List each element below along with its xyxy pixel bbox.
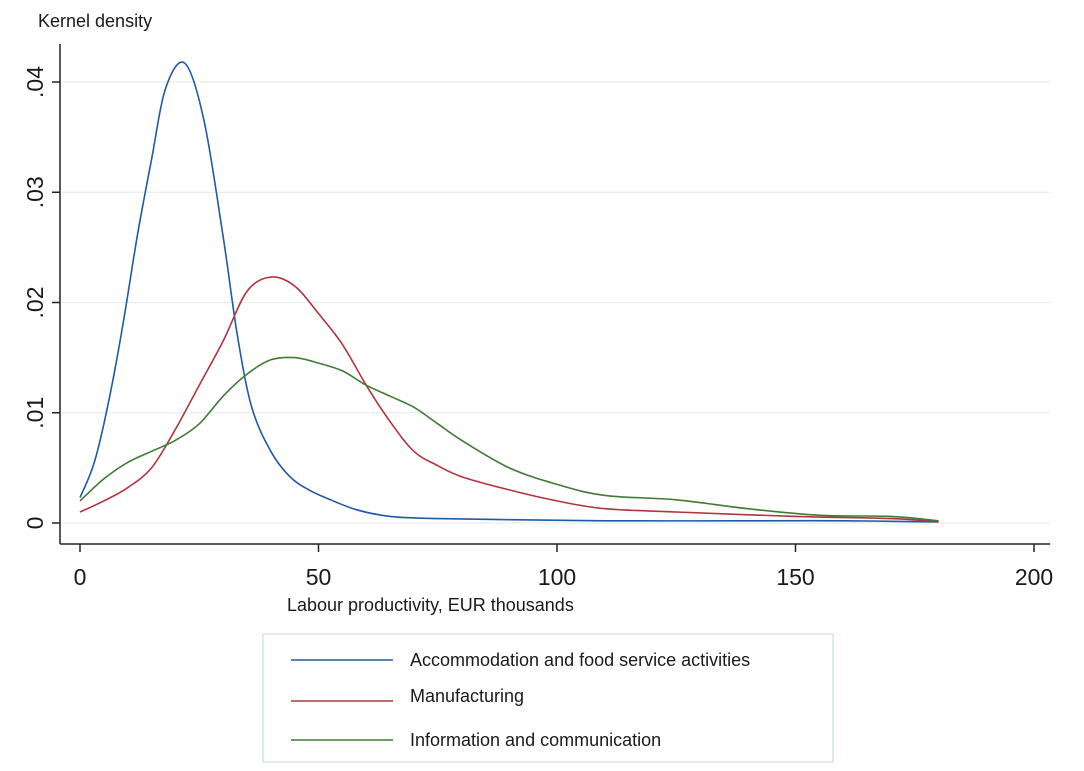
- x-axis-title: Labour productivity, EUR thousands: [287, 595, 574, 615]
- x-tick-label: 200: [1015, 564, 1053, 590]
- axes: [59, 44, 1050, 545]
- y-tick-label: .04: [22, 66, 48, 98]
- legend-label-manufacturing: Manufacturing: [410, 686, 524, 706]
- y-tick-label: 0: [22, 517, 48, 530]
- y-tick-label: .03: [22, 176, 48, 208]
- x-tick-label: 150: [776, 564, 814, 590]
- ticks: 0 .01 .02 .03 .04 0 50 100 150 200: [22, 66, 1053, 590]
- y-tick-label: .01: [22, 397, 48, 429]
- x-tick-label: 0: [74, 564, 87, 590]
- x-tick-label: 50: [306, 564, 332, 590]
- legend-label-accommodation: Accommodation and food service activitie…: [410, 650, 750, 670]
- grid-lines: [62, 81, 1050, 524]
- y-tick-label: .02: [22, 287, 48, 319]
- y-axis-title: Kernel density: [38, 11, 152, 31]
- plot-background: [60, 10, 1080, 544]
- series-line-accommodation: [79, 61, 939, 523]
- series-lines: [79, 61, 939, 523]
- series-line-manufacturing: [79, 276, 939, 523]
- series-line-information: [79, 356, 939, 522]
- x-tick-label: 100: [538, 564, 576, 590]
- legend-label-information: Information and communication: [410, 730, 661, 750]
- legend: Accommodation and food service activitie…: [262, 633, 834, 763]
